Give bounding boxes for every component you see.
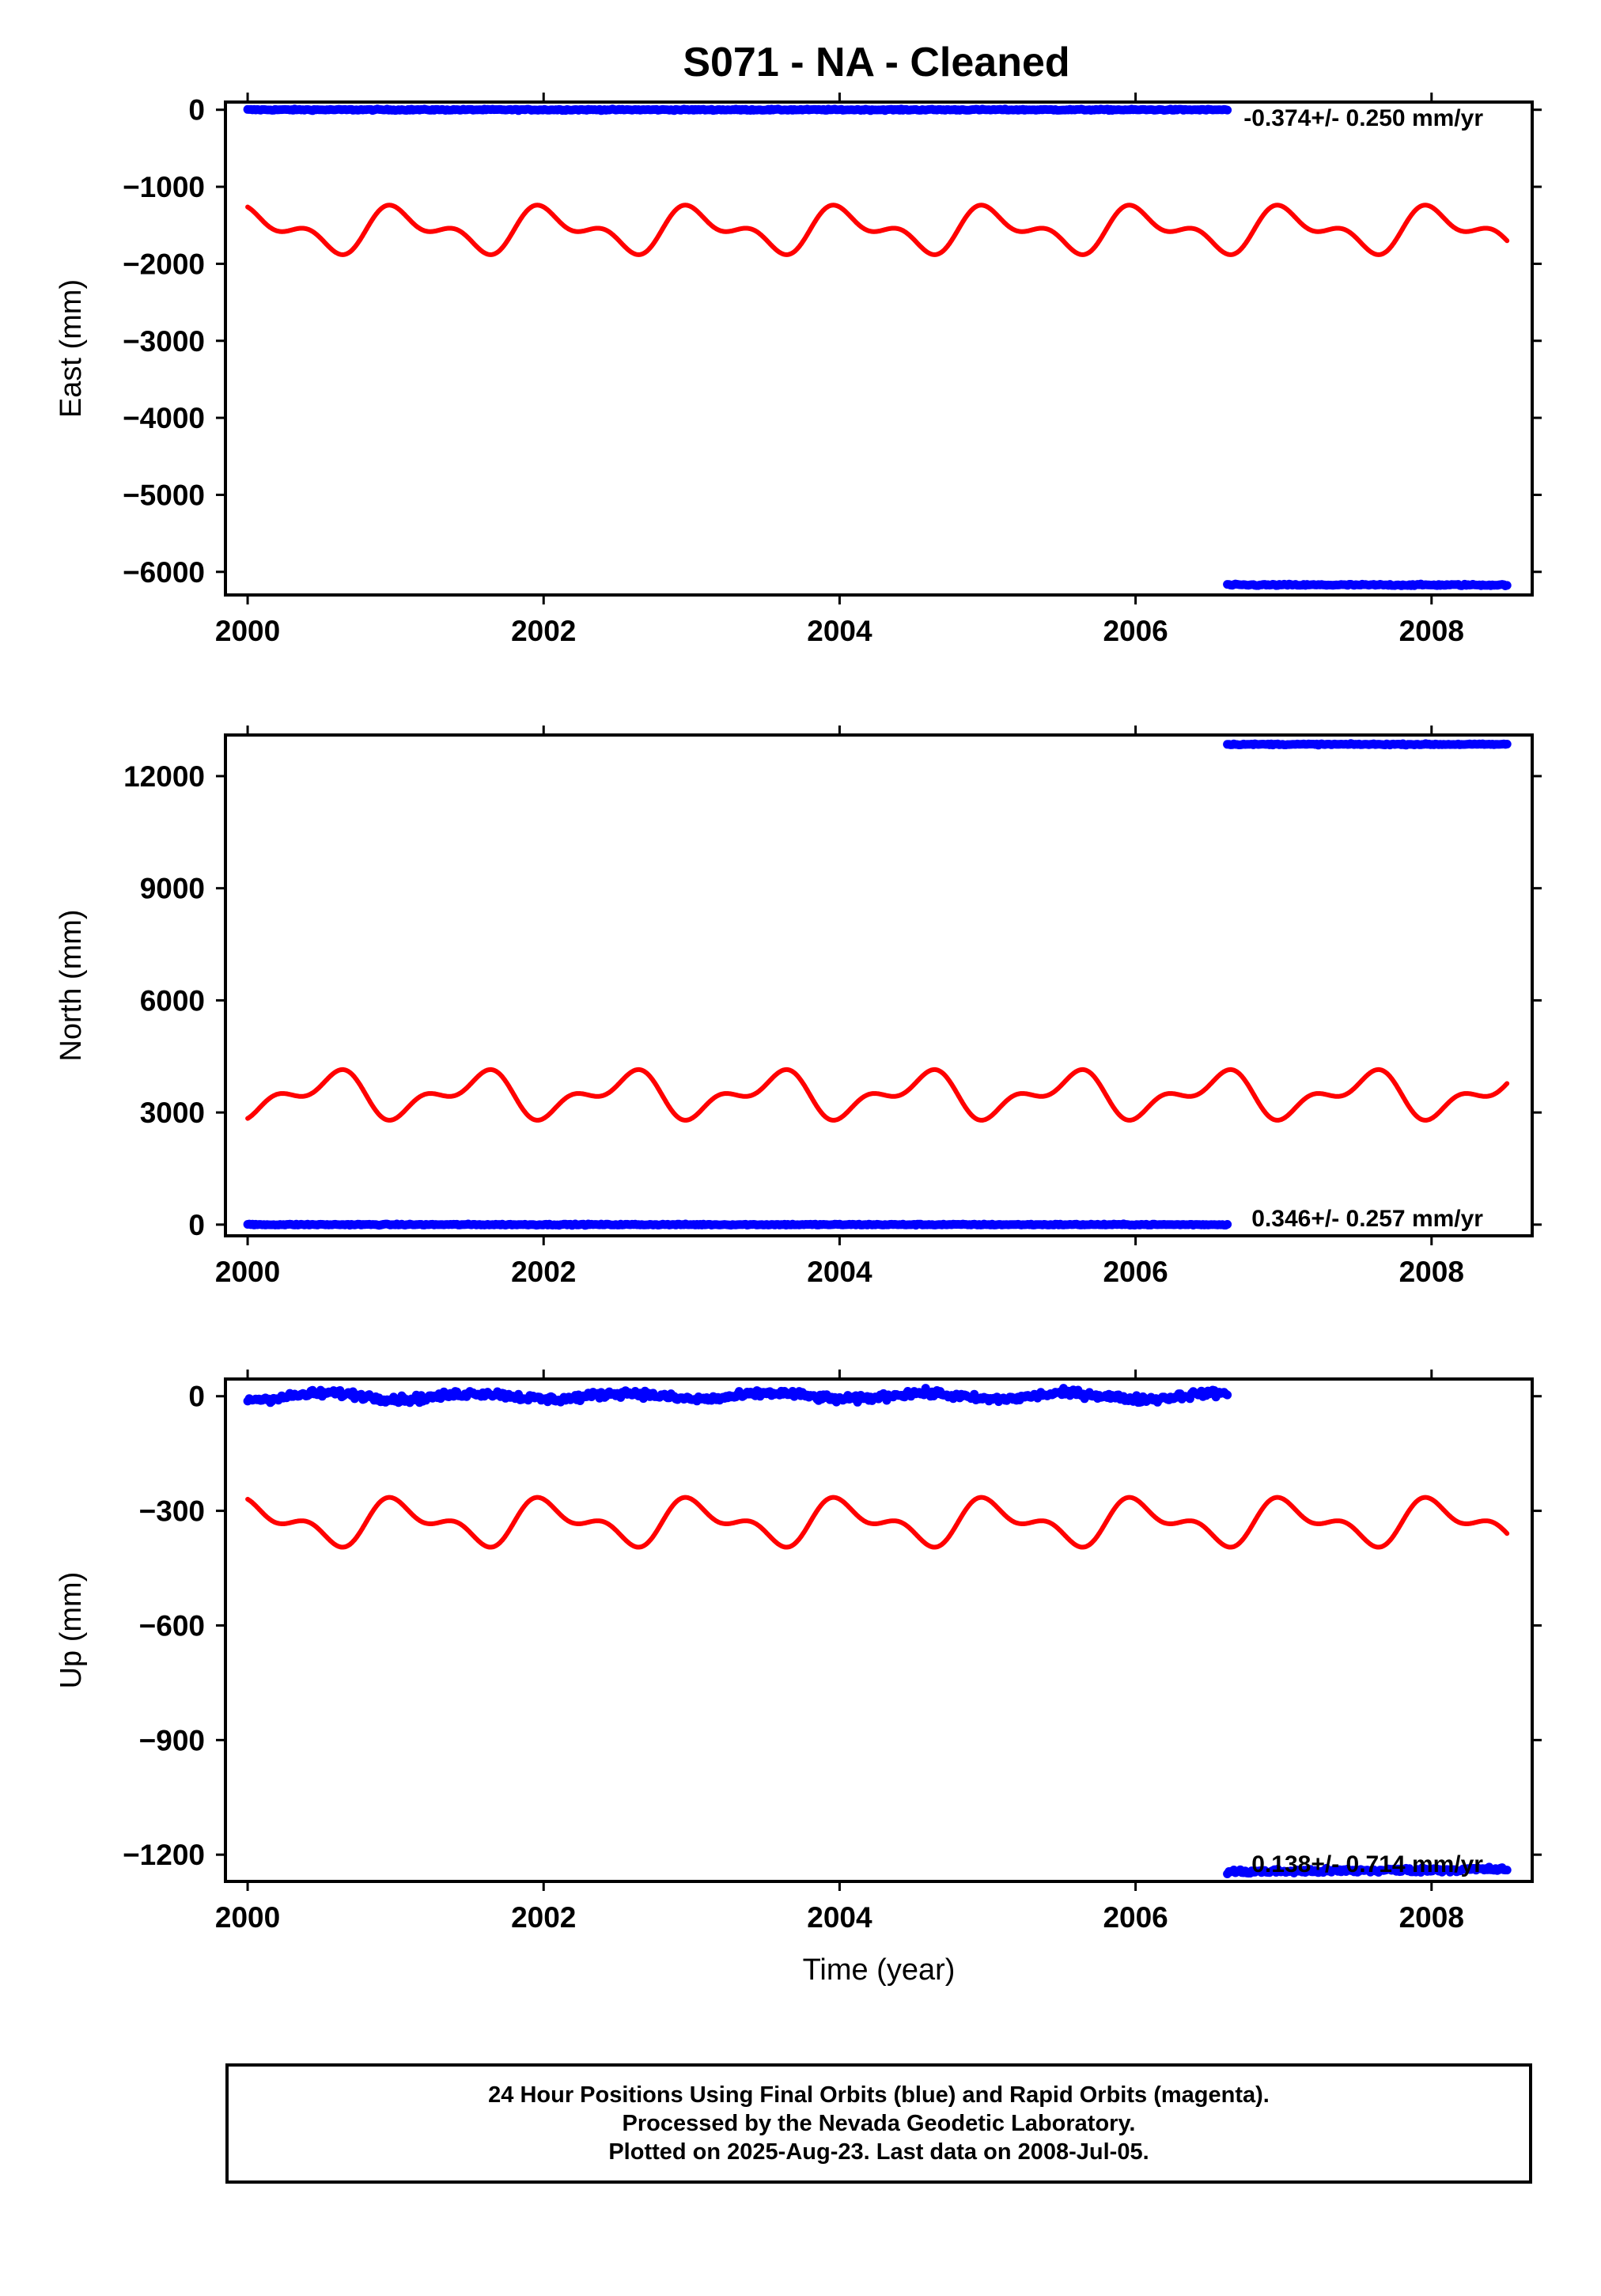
panel-north: 2000 2002 2004 2006 2008 0 3000 6000 9000 12000 No…: [55, 726, 1542, 1288]
up-model-line: [245, 1495, 1510, 1550]
north-x-tick-label: 2006: [1103, 1256, 1168, 1288]
east-final-orbit-points: [243, 104, 1512, 590]
east-y-tick-label: −1000: [123, 171, 205, 203]
north-y-tick-label: 6000: [140, 984, 205, 1017]
north-model-line: [245, 1067, 1510, 1123]
up-x-tick-label: 2006: [1103, 1901, 1168, 1934]
caption-line-1: 24 Hour Positions Using Final Orbits (bl…: [488, 2082, 1270, 2108]
east-y-tick-label: −2000: [123, 248, 205, 280]
north-x-tick-label: 2000: [215, 1256, 280, 1288]
east-x-tick-label: 2002: [511, 615, 576, 647]
east-data-point: [1502, 581, 1512, 590]
up-y-tick-label: −600: [139, 1609, 205, 1642]
east-y-axis-label: East (mm): [55, 279, 88, 418]
east-x-tick-label: 2008: [1399, 615, 1464, 647]
east-x-tick-label: 2000: [215, 615, 280, 647]
north-rate-annotation: 0.346+/- 0.257 mm/yr: [1251, 1206, 1483, 1232]
up-data-point: [1223, 1390, 1232, 1400]
east-y-tick-label: −5000: [123, 479, 205, 511]
up-y-axis-label: Up (mm): [55, 1572, 88, 1689]
east-y-tick-label: −6000: [123, 556, 205, 589]
east-y-tick-label: 0: [188, 94, 205, 127]
east-y-tick-label: −3000: [123, 325, 205, 358]
north-y-tick-label: 3000: [140, 1097, 205, 1129]
up-y-tick-label: 0: [188, 1381, 205, 1413]
up-final-orbit-points: [243, 1384, 1512, 1878]
east-x-tick-label: 2004: [807, 615, 872, 647]
up-x-tick-label: 2004: [807, 1901, 872, 1934]
caption-line-3: Plotted on 2025-Aug-23. Last data on 200…: [608, 2139, 1149, 2165]
north-y-axis-label: North (mm): [55, 909, 88, 1061]
north-x-tick-label: 2008: [1399, 1256, 1464, 1288]
north-plot-frame: [224, 733, 1534, 1237]
east-model-line: [245, 203, 1510, 257]
up-x-axis-label: Time (year): [803, 1953, 956, 1987]
up-y-tick-label: −300: [139, 1495, 205, 1528]
up-y-tick-label: −1200: [123, 1839, 205, 1871]
north-y-tick-label: 12000: [123, 760, 205, 793]
panel-up: 2000 2002 2004 2006 2008 0 −300 −600 −900 −1200 Up…: [55, 1370, 1542, 1987]
up-rate-annotation: 0.138+/- 0.714 mm/yr: [1251, 1851, 1483, 1877]
north-x-tick-label: 2004: [807, 1256, 872, 1288]
up-plot-frame: [224, 1377, 1534, 1883]
panel-east: 2000 2002 2004 2006 2008 0 −1000 −2000 −3000 −400…: [55, 93, 1542, 647]
north-final-orbit-points: [243, 739, 1512, 1230]
north-x-tick-label: 2002: [511, 1256, 576, 1288]
chart-title: S071 - NA - Cleaned: [683, 40, 1069, 85]
north-data-point: [1502, 740, 1512, 748]
up-x-tick-label: 2000: [215, 1901, 280, 1934]
up-x-tick-label: 2008: [1399, 1901, 1464, 1934]
up-data-point: [1132, 1391, 1141, 1400]
north-y-tick-label: 9000: [140, 873, 205, 905]
north-y-tick-label: 0: [188, 1209, 205, 1241]
east-plot-frame: [224, 100, 1534, 597]
east-x-tick-label: 2006: [1103, 615, 1168, 647]
north-data-point: [1223, 1220, 1232, 1229]
east-rate-annotation: -0.374+/- 0.250 mm/yr: [1243, 105, 1483, 131]
up-x-tick-label: 2002: [511, 1901, 576, 1934]
up-data-point: [1502, 1866, 1512, 1875]
caption-line-2: Processed by the Nevada Geodetic Laborat…: [622, 2111, 1136, 2136]
up-y-tick-label: −900: [139, 1724, 205, 1756]
caption-box: 24 Hour Positions Using Final Orbits (bl…: [225, 2063, 1532, 2184]
east-y-tick-label: −4000: [123, 402, 205, 434]
east-data-point: [1223, 105, 1232, 115]
